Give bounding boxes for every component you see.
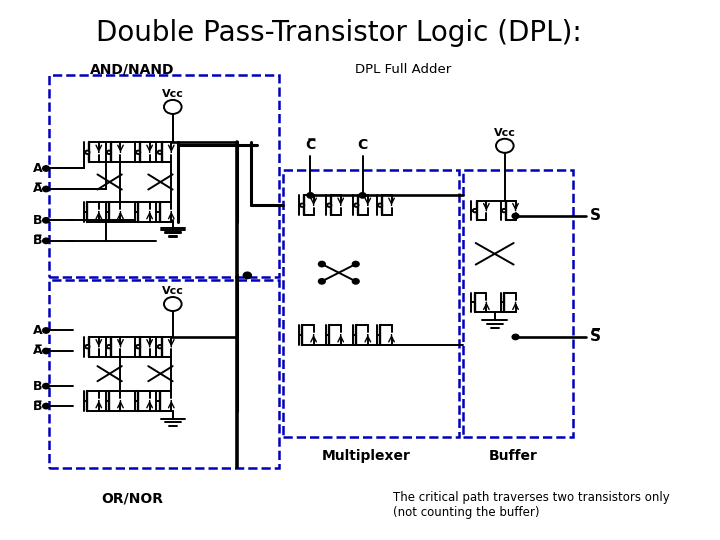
Text: DPL Full Adder: DPL Full Adder <box>355 63 451 76</box>
Circle shape <box>307 193 314 198</box>
Bar <box>463 170 573 437</box>
Text: C: C <box>357 138 368 152</box>
Circle shape <box>136 151 140 154</box>
Circle shape <box>42 166 50 171</box>
Text: C̅: C̅ <box>305 138 315 152</box>
Circle shape <box>243 272 251 279</box>
Circle shape <box>42 238 50 244</box>
Circle shape <box>42 383 50 389</box>
Circle shape <box>164 100 181 114</box>
Circle shape <box>512 334 519 340</box>
Text: Vcc: Vcc <box>162 286 184 296</box>
Circle shape <box>42 186 50 192</box>
Bar <box>49 75 279 277</box>
Text: Double Pass-Transistor Logic (DPL):: Double Pass-Transistor Logic (DPL): <box>96 19 582 47</box>
Circle shape <box>512 213 519 219</box>
Circle shape <box>496 139 513 153</box>
Circle shape <box>318 279 325 284</box>
Circle shape <box>327 204 331 207</box>
Circle shape <box>502 209 506 212</box>
Text: B: B <box>32 214 42 227</box>
Circle shape <box>354 204 359 207</box>
Text: A̅: A̅ <box>32 345 42 357</box>
Circle shape <box>164 297 181 311</box>
Circle shape <box>42 328 50 333</box>
Circle shape <box>158 345 162 348</box>
Circle shape <box>42 218 50 223</box>
Text: The critical path traverses two transistors only
(not counting the buffer): The critical path traverses two transist… <box>393 491 670 519</box>
Bar <box>283 170 459 437</box>
Circle shape <box>85 151 89 154</box>
Circle shape <box>473 209 477 212</box>
Circle shape <box>318 261 325 267</box>
Text: A̅: A̅ <box>32 183 42 195</box>
Text: Multiplexer: Multiplexer <box>321 449 410 463</box>
Bar <box>49 280 279 468</box>
Text: A: A <box>32 162 42 175</box>
Circle shape <box>352 279 359 284</box>
Text: AND/NAND: AND/NAND <box>90 62 174 76</box>
Circle shape <box>158 151 162 154</box>
Text: Buffer: Buffer <box>489 449 538 463</box>
Circle shape <box>300 204 305 207</box>
Text: S̅: S̅ <box>590 329 600 345</box>
Circle shape <box>107 151 111 154</box>
Text: Vcc: Vcc <box>494 127 516 138</box>
Circle shape <box>42 348 50 354</box>
Text: B̅: B̅ <box>32 234 42 247</box>
Circle shape <box>136 345 140 348</box>
Circle shape <box>378 204 382 207</box>
Circle shape <box>42 403 50 409</box>
Circle shape <box>85 345 89 348</box>
Circle shape <box>107 345 111 348</box>
Circle shape <box>359 193 366 198</box>
Text: B: B <box>32 380 42 393</box>
Circle shape <box>352 261 359 267</box>
Text: OR/NOR: OR/NOR <box>101 491 163 505</box>
Text: Vcc: Vcc <box>162 89 184 99</box>
Text: A: A <box>32 324 42 337</box>
Text: B̅: B̅ <box>32 400 42 413</box>
Text: S: S <box>590 208 600 224</box>
